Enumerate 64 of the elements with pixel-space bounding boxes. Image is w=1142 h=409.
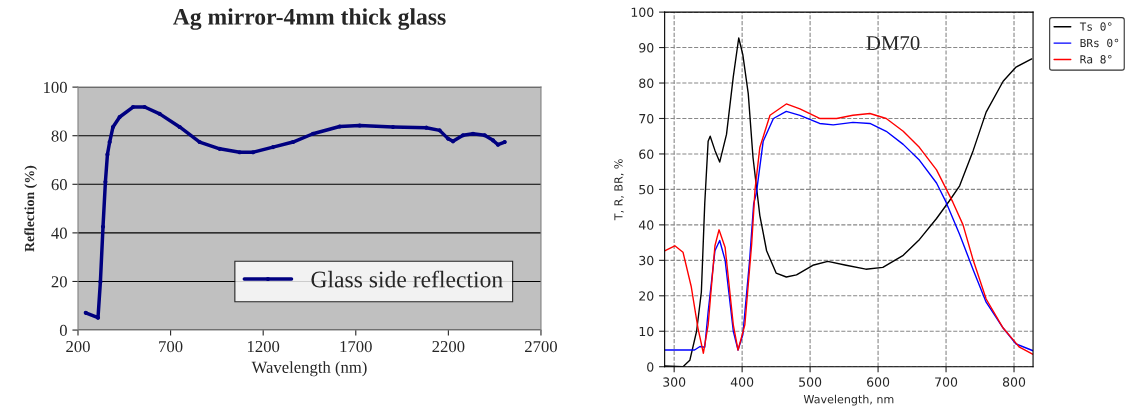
point bbox=[495, 142, 501, 147]
point bbox=[83, 310, 88, 315]
point bbox=[237, 150, 242, 155]
point bbox=[157, 111, 162, 116]
y-tick-label: 40 bbox=[51, 227, 67, 239]
y-tick-label: 90 bbox=[639, 43, 654, 53]
text: DM70 bbox=[866, 36, 920, 51]
point bbox=[250, 150, 256, 155]
point bbox=[107, 139, 112, 145]
point bbox=[142, 104, 147, 110]
y-tick-label: 20 bbox=[639, 291, 654, 301]
y-tick-label: 100 bbox=[44, 81, 67, 94]
legend-label: BRs 0° bbox=[1080, 38, 1119, 48]
point bbox=[482, 133, 487, 138]
x-tick-label: 2700 bbox=[525, 340, 557, 353]
y-axis-title: Reflection (%) bbox=[24, 165, 38, 252]
point bbox=[103, 179, 108, 184]
point bbox=[95, 315, 101, 320]
legend-label: Ts 0° bbox=[1079, 22, 1112, 31]
x-tick-label: 600 bbox=[867, 377, 890, 387]
y-tick-label: 20 bbox=[51, 276, 67, 288]
point bbox=[470, 131, 476, 136]
y-tick-label: 10 bbox=[639, 326, 654, 337]
y-tick-label: 80 bbox=[51, 130, 67, 142]
x-tick-label: 800 bbox=[1002, 377, 1026, 387]
point bbox=[424, 125, 429, 130]
y-tick-label: 50 bbox=[639, 184, 654, 195]
y-tick-label: 60 bbox=[51, 178, 67, 191]
point bbox=[177, 124, 182, 130]
legend-label: Ra 8° bbox=[1080, 55, 1112, 64]
point bbox=[445, 136, 451, 141]
y-tick-label: 0 bbox=[59, 324, 67, 337]
x-tick-label: 400 bbox=[730, 377, 754, 387]
point bbox=[100, 224, 106, 229]
x-tick-label: 700 bbox=[159, 340, 183, 353]
y-tick-label: 0 bbox=[647, 362, 654, 372]
y-tick-label: 60 bbox=[639, 149, 654, 159]
point bbox=[490, 138, 496, 143]
x-tick-label: 300 bbox=[663, 377, 686, 387]
point bbox=[117, 114, 122, 120]
point bbox=[310, 131, 316, 136]
x-tick-label: 1200 bbox=[247, 340, 280, 353]
point bbox=[197, 139, 202, 145]
point bbox=[502, 139, 507, 145]
x-tick-label: 700 bbox=[935, 377, 958, 387]
point bbox=[98, 279, 103, 284]
y-tick-label: 100 bbox=[631, 7, 654, 18]
x-tick-label: 2200 bbox=[432, 340, 465, 353]
y-tick-label: 30 bbox=[639, 255, 654, 266]
point bbox=[217, 146, 222, 151]
y-axis-title: T, R, BR, % bbox=[614, 159, 624, 221]
y-tick-label: 70 bbox=[639, 113, 654, 124]
x-axis-title: Wavelength (nm) bbox=[251, 361, 367, 377]
x-tick-label: 1700 bbox=[340, 340, 372, 353]
legend-label: Glass side reflection bbox=[311, 270, 503, 288]
chart-title: Ag mirror-4mm thick glass bbox=[172, 8, 446, 30]
x-tick-label: 200 bbox=[66, 340, 90, 353]
y-tick-label: 80 bbox=[639, 78, 654, 88]
point bbox=[460, 133, 466, 138]
x-axis-title: Wavelength, nm bbox=[803, 394, 894, 406]
y-tick-label: 40 bbox=[638, 220, 654, 230]
point bbox=[270, 145, 276, 150]
x-tick-label: 500 bbox=[799, 377, 822, 387]
point bbox=[437, 128, 442, 133]
